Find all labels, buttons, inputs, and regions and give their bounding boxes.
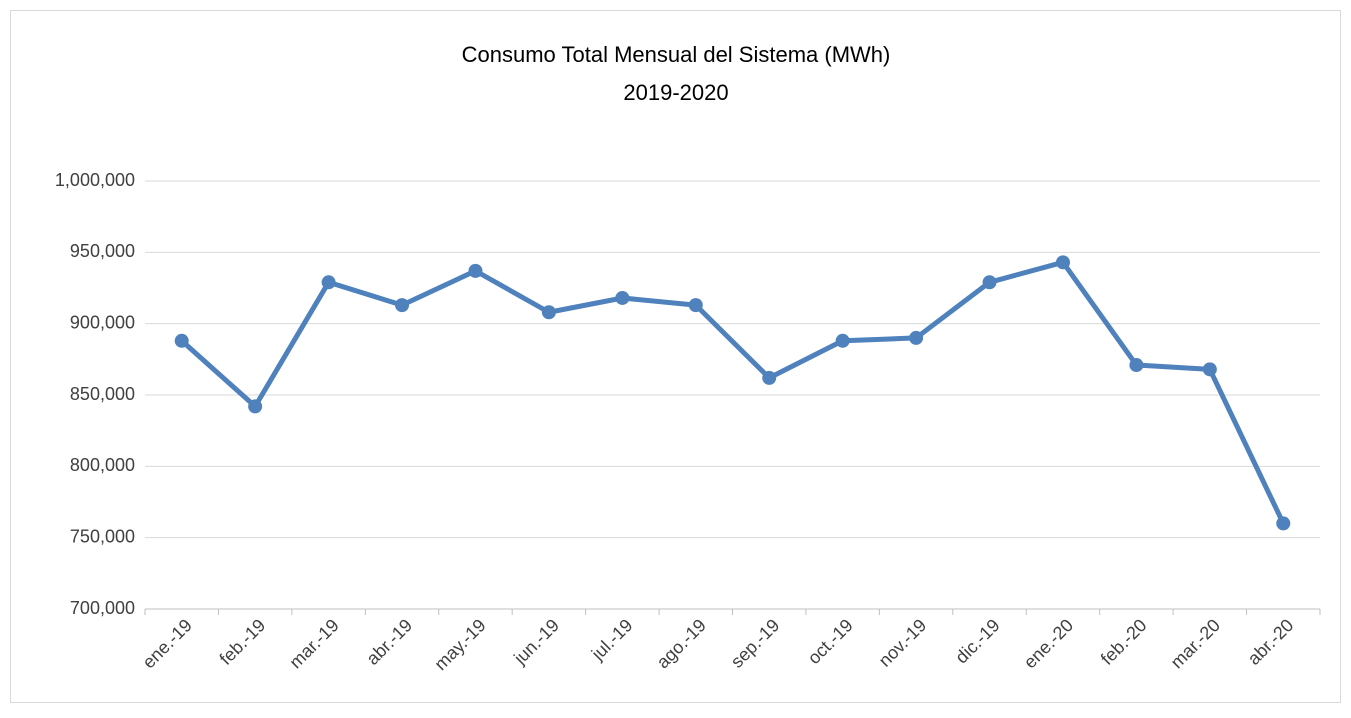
point	[1202, 362, 1217, 377]
point	[835, 333, 850, 348]
point	[468, 263, 483, 278]
point	[248, 399, 263, 414]
y-tick-label: 900,000	[70, 312, 135, 332]
y-tick-label: 1,000,000	[55, 170, 135, 190]
point	[321, 275, 336, 290]
point	[615, 290, 630, 305]
point	[1055, 255, 1070, 270]
y-tick-label: 950,000	[70, 241, 135, 261]
y-tick-label: 800,000	[70, 455, 135, 475]
point	[762, 370, 777, 385]
point	[1276, 516, 1291, 531]
chart-subtitle: 2019-2020	[623, 80, 728, 105]
chart-title: Consumo Total Mensual del Sistema (MWh)	[462, 42, 891, 67]
point	[982, 275, 997, 290]
point	[909, 330, 924, 345]
point	[395, 298, 410, 313]
y-tick-label: 750,000	[70, 526, 135, 546]
point	[174, 333, 189, 348]
chart-border	[10, 10, 1341, 703]
point	[688, 298, 703, 313]
y-tick-label: 850,000	[70, 384, 135, 404]
y-tick-label: 700,000	[70, 598, 135, 618]
point	[1129, 358, 1144, 373]
series-line	[180, 259, 1286, 525]
point	[541, 305, 556, 320]
